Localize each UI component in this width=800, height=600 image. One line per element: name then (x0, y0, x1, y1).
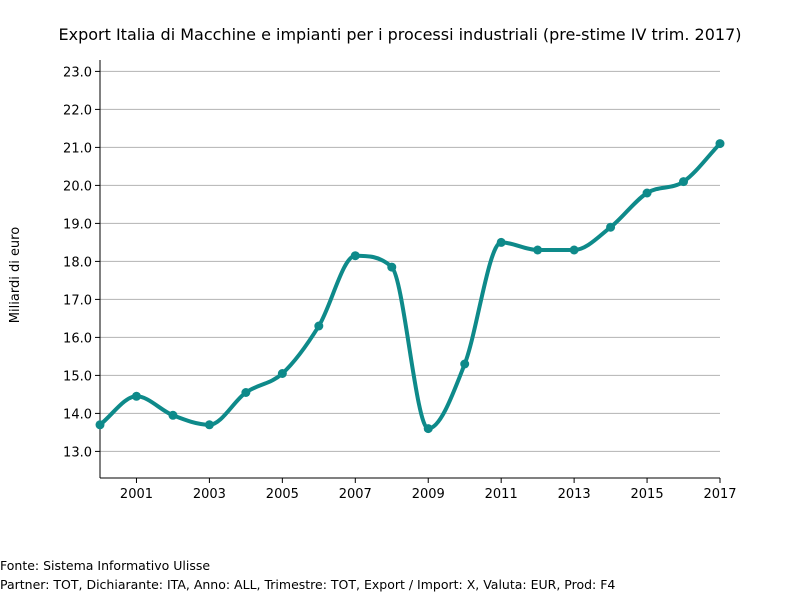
x-tick-label: 2001 (120, 487, 153, 502)
x-tick-label: 2003 (193, 487, 226, 502)
y-tick-label: 15.0 (63, 369, 92, 384)
details-note: Partner: TOT, Dichiarante: ITA, Anno: AL… (0, 577, 616, 592)
data-point (95, 420, 105, 430)
data-point (387, 262, 397, 272)
x-tick-label: 2011 (485, 487, 518, 502)
x-tick-label: 2007 (339, 487, 372, 502)
x-axis-ticks: 2001 2003 2005 2007 2009 2011 2013 2015 2017 (120, 478, 737, 502)
data-point (204, 420, 214, 430)
data-point (277, 369, 287, 378)
grid-lines (100, 70, 720, 452)
data-point (168, 410, 178, 420)
y-tick-label: 23.0 (63, 65, 92, 80)
series-line-group (98, 141, 722, 431)
x-tick-label: 2005 (266, 487, 299, 502)
series-points (95, 139, 725, 434)
data-point (642, 188, 652, 198)
data-point (423, 424, 433, 434)
y-tick-label: 13.0 (63, 445, 92, 460)
data-point (533, 245, 543, 255)
y-tick-label: 18.0 (63, 255, 92, 270)
x-tick-label: 2015 (631, 487, 664, 502)
y-tick-label: 22.0 (63, 103, 92, 118)
series-line (98, 141, 722, 431)
data-point (715, 139, 725, 149)
y-axis-ticks: 13.0 14.0 15.0 16.0 17.0 18.0 19.0 20.0 21.0 22.0… (63, 65, 100, 460)
y-tick-label: 17.0 (63, 293, 92, 308)
axes (99, 60, 720, 479)
y-axis-label: Miliardi di euro (8, 227, 23, 323)
y-tick-label: 14.0 (63, 407, 92, 422)
data-point (241, 388, 251, 397)
y-tick-label: 19.0 (63, 217, 92, 232)
data-point (496, 237, 506, 247)
data-point (350, 251, 360, 261)
x-tick-label: 2013 (558, 487, 591, 502)
data-point (131, 391, 141, 401)
source-note: Fonte: Sistema Informativo Ulisse (0, 558, 211, 573)
y-tick-label: 20.0 (63, 179, 92, 194)
y-tick-label: 21.0 (63, 141, 92, 156)
chart-title: Export Italia di Macchine e impianti per… (59, 25, 742, 44)
x-tick-label: 2009 (412, 487, 445, 502)
data-point (569, 245, 579, 255)
data-point (314, 321, 324, 331)
y-tick-label: 16.0 (63, 331, 92, 346)
data-point (460, 359, 470, 369)
data-point (679, 177, 689, 187)
x-tick-label: 2017 (703, 487, 736, 502)
data-point (606, 222, 616, 232)
